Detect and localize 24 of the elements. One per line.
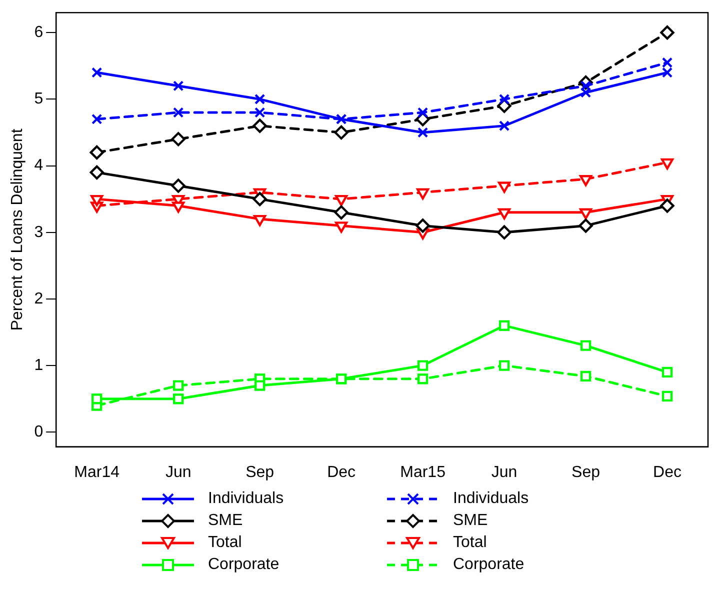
y-tick-label: 2 (34, 290, 44, 308)
y-tick-label: 1 (34, 356, 44, 374)
y-tick-label: 4 (34, 157, 44, 174)
x-tick-label: Jun (491, 464, 518, 481)
legend-label: SME (453, 511, 488, 531)
legend-label: Corporate (453, 555, 524, 575)
legend-label: Total (208, 533, 242, 553)
x-tick-label: Jun (165, 464, 192, 481)
x-tick-label: Dec (327, 464, 356, 481)
legend-label: Total (453, 533, 487, 553)
legend-label: Individuals (453, 489, 529, 509)
x-tick-label: Mar15 (400, 464, 446, 481)
y-tick-label: 5 (34, 90, 44, 108)
x-tick-label: Mar14 (74, 464, 120, 481)
y-tick-label: 6 (34, 24, 44, 41)
x-tick-label: Sep (572, 464, 600, 481)
x-tick-label: Sep (246, 464, 274, 481)
legend-label: SME (208, 511, 243, 531)
y-tick-label: 0 (34, 424, 44, 441)
legend-label: Corporate (208, 555, 280, 575)
y-tick-label: 3 (34, 224, 44, 241)
y-axis-title: Percent of Loans Delinquent (9, 128, 26, 331)
legend-label: Individuals (208, 489, 284, 509)
x-tick-label: Dec (653, 464, 682, 481)
